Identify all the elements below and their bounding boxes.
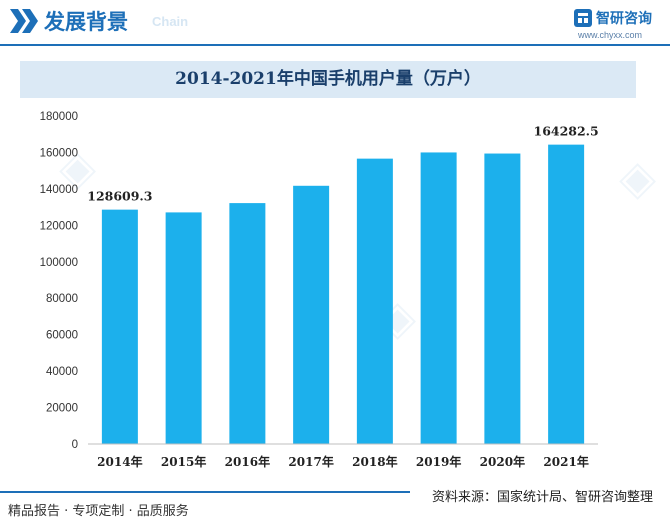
x-tick-label: 2015年 bbox=[161, 454, 206, 469]
bar bbox=[293, 185, 330, 444]
bar bbox=[101, 209, 138, 444]
y-tick-label: 40000 bbox=[46, 366, 78, 378]
x-tick-label: 2017年 bbox=[288, 454, 333, 469]
data-source: 资料来源：国家统计局、智研咨询整理 bbox=[432, 490, 654, 505]
data-label: 164282.5 bbox=[534, 124, 599, 139]
section-title: 发展背景 bbox=[44, 10, 128, 34]
header-divider bbox=[0, 44, 670, 46]
x-tick-label: 2021年 bbox=[543, 454, 588, 469]
x-tick-label: 2016年 bbox=[225, 454, 270, 469]
bar bbox=[229, 203, 266, 444]
page-header: 发展背景 Chain 智研咨询 www.chyxx.com bbox=[0, 0, 670, 44]
double-chevron-icon bbox=[10, 9, 38, 33]
bar bbox=[165, 212, 202, 444]
x-tick-label: 2020年 bbox=[480, 454, 525, 469]
bar bbox=[484, 153, 521, 444]
x-tick-label: 2018年 bbox=[352, 454, 397, 469]
section-subtitle: Chain bbox=[152, 14, 189, 29]
footer-tagline: 精品报告 · 专项定制 · 品质服务 bbox=[8, 504, 189, 519]
y-tick-label: 140000 bbox=[40, 184, 78, 196]
data-labels: 128609.3 164282.5 bbox=[87, 124, 598, 204]
y-tick-label: 60000 bbox=[46, 330, 78, 342]
bar bbox=[420, 152, 457, 444]
footer-divider bbox=[0, 491, 410, 493]
chart-title: 2014-2021年中国手机用户量（万户） bbox=[175, 69, 481, 89]
y-tick-label: 0 bbox=[72, 439, 78, 451]
x-tick-label: 2014年 bbox=[97, 454, 142, 469]
brand-url: www.chyxx.com bbox=[578, 30, 643, 40]
brand-name: 智研咨询 bbox=[596, 11, 652, 27]
chart-title-bar: 2014-2021年中国手机用户量（万户） bbox=[20, 61, 636, 98]
brand-logo-icon bbox=[574, 9, 592, 27]
y-tick-label: 80000 bbox=[46, 293, 78, 305]
y-tick-label: 100000 bbox=[40, 257, 78, 269]
y-tick-label: 160000 bbox=[40, 147, 78, 159]
x-tick-label: 2019年 bbox=[416, 454, 461, 469]
y-axis: 0 20000 40000 60000 80000 100000 120000 140000 1… bbox=[40, 111, 78, 451]
y-tick-label: 180000 bbox=[40, 111, 78, 123]
bar-chart: 0 20000 40000 60000 80000 100000 120000 140000 1… bbox=[40, 111, 599, 469]
data-label: 128609.3 bbox=[87, 189, 152, 204]
y-tick-label: 20000 bbox=[46, 403, 78, 415]
bar bbox=[356, 158, 393, 444]
bars bbox=[101, 144, 585, 444]
x-axis: 2014年 2015年 2016年 2017年 2018年 2019年 2020年 2021年 bbox=[88, 443, 598, 469]
y-tick-label: 120000 bbox=[40, 220, 78, 232]
bar bbox=[548, 144, 585, 444]
